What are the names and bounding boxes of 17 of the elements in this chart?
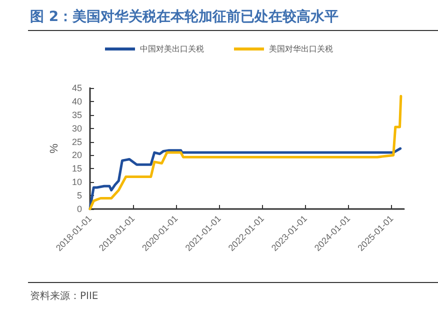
y-tick-label: 10	[72, 177, 82, 188]
text: 资料来源：PIIE	[30, 290, 98, 303]
y-tick-label: 20	[72, 150, 82, 160]
y-tick-label: 30	[72, 123, 82, 134]
y-axis-title: %	[48, 143, 60, 154]
legend-label: 中国对美出口关税	[140, 44, 204, 54]
line-series	[88, 147, 402, 210]
y-tick-label: 45	[72, 83, 82, 93]
chart-title: 图 2：美国对华关税在本轮加征前已处在较高水平	[30, 8, 339, 26]
y-tick-label: 40	[72, 96, 82, 106]
y-tick-label: 15	[72, 164, 82, 174]
y-tick-label: 35	[72, 110, 82, 120]
legend-label: 美国对华出口关税	[269, 44, 333, 54]
line-series	[88, 94, 402, 210]
y-tick-label: 5	[76, 190, 82, 201]
y-tick-label: 0	[76, 204, 82, 214]
y-tick-label: 25	[72, 136, 82, 147]
